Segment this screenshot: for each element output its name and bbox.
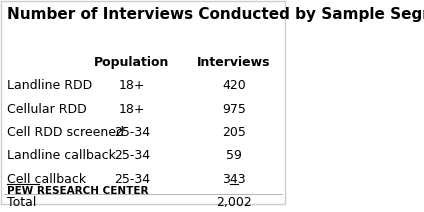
Text: 343: 343 — [222, 173, 245, 186]
Text: PEW RESEARCH CENTER: PEW RESEARCH CENTER — [7, 186, 148, 196]
Text: Interviews: Interviews — [197, 56, 271, 69]
Text: Number of Interviews Conducted by Sample Segment: Number of Interviews Conducted by Sample… — [7, 7, 424, 22]
Text: 25-34: 25-34 — [114, 126, 150, 139]
Text: 975: 975 — [222, 103, 246, 116]
Text: 420: 420 — [222, 80, 246, 92]
Text: 18+: 18+ — [119, 103, 145, 116]
Text: Cell callback: Cell callback — [7, 173, 86, 186]
Text: Population: Population — [94, 56, 170, 69]
Text: 205: 205 — [222, 126, 246, 139]
Text: Landline callback: Landline callback — [7, 149, 116, 162]
Text: Landline RDD: Landline RDD — [7, 80, 92, 92]
Text: Total: Total — [7, 196, 36, 209]
Text: 25-34: 25-34 — [114, 149, 150, 162]
Text: 2,002: 2,002 — [216, 196, 252, 209]
Text: Cellular RDD: Cellular RDD — [7, 103, 87, 116]
Text: 18+: 18+ — [119, 80, 145, 92]
Text: 59: 59 — [226, 149, 242, 162]
Text: 25-34: 25-34 — [114, 173, 150, 186]
Text: Cell RDD screened: Cell RDD screened — [7, 126, 124, 139]
